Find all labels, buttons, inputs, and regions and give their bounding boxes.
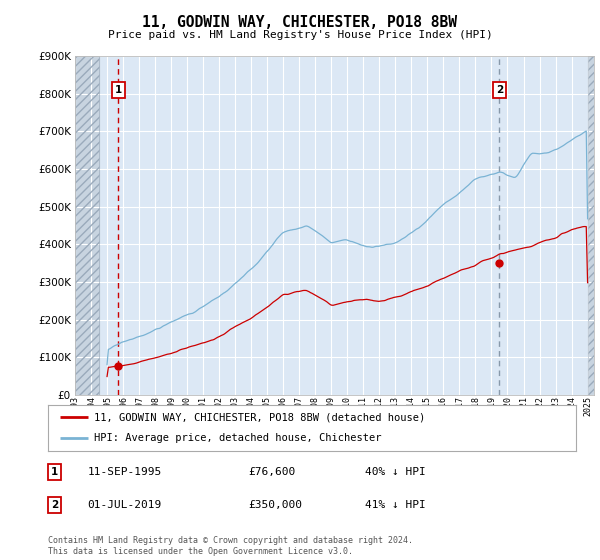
Text: HPI: Average price, detached house, Chichester: HPI: Average price, detached house, Chic… bbox=[94, 433, 382, 444]
Text: 2: 2 bbox=[51, 501, 58, 510]
Bar bbox=[75, 56, 99, 395]
Text: 1: 1 bbox=[51, 467, 58, 477]
Bar bbox=[587, 56, 594, 395]
Text: £76,600: £76,600 bbox=[248, 467, 296, 477]
Text: 2: 2 bbox=[496, 85, 503, 95]
Text: 11, GODWIN WAY, CHICHESTER, PO18 8BW: 11, GODWIN WAY, CHICHESTER, PO18 8BW bbox=[143, 15, 458, 30]
Text: 11, GODWIN WAY, CHICHESTER, PO18 8BW (detached house): 11, GODWIN WAY, CHICHESTER, PO18 8BW (de… bbox=[94, 412, 426, 422]
Text: 11-SEP-1995: 11-SEP-1995 bbox=[88, 467, 162, 477]
Text: 1: 1 bbox=[115, 85, 122, 95]
Bar bbox=[75, 56, 99, 395]
Text: 41% ↓ HPI: 41% ↓ HPI bbox=[365, 501, 425, 510]
Text: 01-JUL-2019: 01-JUL-2019 bbox=[88, 501, 162, 510]
Text: 40% ↓ HPI: 40% ↓ HPI bbox=[365, 467, 425, 477]
Text: £350,000: £350,000 bbox=[248, 501, 302, 510]
Text: Contains HM Land Registry data © Crown copyright and database right 2024.
This d: Contains HM Land Registry data © Crown c… bbox=[48, 536, 413, 556]
Bar bbox=[587, 56, 594, 395]
Text: Price paid vs. HM Land Registry's House Price Index (HPI): Price paid vs. HM Land Registry's House … bbox=[107, 30, 493, 40]
